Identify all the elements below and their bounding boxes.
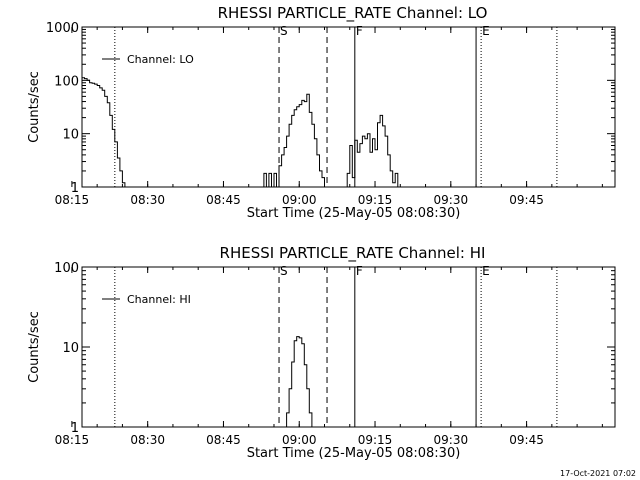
x-tick-label: 08:30 [130, 193, 165, 207]
y-tick-label: 100 [54, 74, 79, 89]
x-tick-label: 09:15 [358, 193, 393, 207]
y-axis-label: Counts/sec [27, 71, 42, 143]
x-tick-label: 08:30 [130, 433, 165, 447]
y-tick-label: 1000 [46, 21, 79, 36]
y-tick-label: 100 [54, 261, 79, 276]
y-tick-label: 1 [71, 181, 79, 196]
plot-frame [81, 266, 616, 428]
legend-label: Channel: LO [127, 53, 194, 66]
series-line [82, 77, 126, 187]
y-tick-label: 1 [71, 421, 79, 436]
x-tick-label: 09:15 [358, 433, 393, 447]
x-tick-label: 08:15 [55, 193, 90, 207]
x-tick-label: 09:30 [434, 433, 469, 447]
y-axis-label: Counts/sec [27, 311, 42, 383]
series-line [346, 114, 401, 187]
time-marker-label: F [356, 264, 363, 278]
x-axis-label: Start Time (25-May-05 08:08:30) [247, 446, 461, 461]
x-axis-label: Start Time (25-May-05 08:08:30) [247, 206, 461, 221]
x-tick-label: 09:00 [282, 433, 317, 447]
generation-timestamp: 17-Oct-2021 07:02 [560, 469, 636, 478]
x-tick-label: 09:30 [434, 193, 469, 207]
series-line [286, 336, 315, 427]
y-tick-label: 10 [62, 128, 79, 143]
y-tick-label: 10 [62, 341, 79, 356]
time-marker-label: F [356, 24, 363, 38]
x-tick-label: 09:00 [282, 193, 317, 207]
time-marker-label: E [482, 264, 490, 278]
chart-title: RHESSI PARTICLE_RATE Channel: LO [218, 4, 488, 23]
series-line [263, 93, 325, 187]
x-tick-label: 09:45 [509, 193, 544, 207]
time-marker-label: S [280, 24, 288, 38]
chart-title: RHESSI PARTICLE_RATE Channel: HI [220, 244, 486, 263]
x-tick-label: 08:45 [206, 193, 241, 207]
legend-label: Channel: HI [127, 293, 191, 306]
x-tick-label: 09:45 [509, 433, 544, 447]
time-marker-label: S [280, 264, 288, 278]
chart-panel: RHESSI PARTICLE_RATE Channel: HI 08:15 08:… [27, 244, 616, 461]
x-tick-label: 08:45 [206, 433, 241, 447]
x-tick-label: 08:15 [55, 433, 90, 447]
time-marker-label: E [482, 24, 490, 38]
plot-frame [81, 26, 616, 188]
chart-panel: RHESSI PARTICLE_RATE Channel: LO 08:15 08:… [27, 4, 616, 221]
